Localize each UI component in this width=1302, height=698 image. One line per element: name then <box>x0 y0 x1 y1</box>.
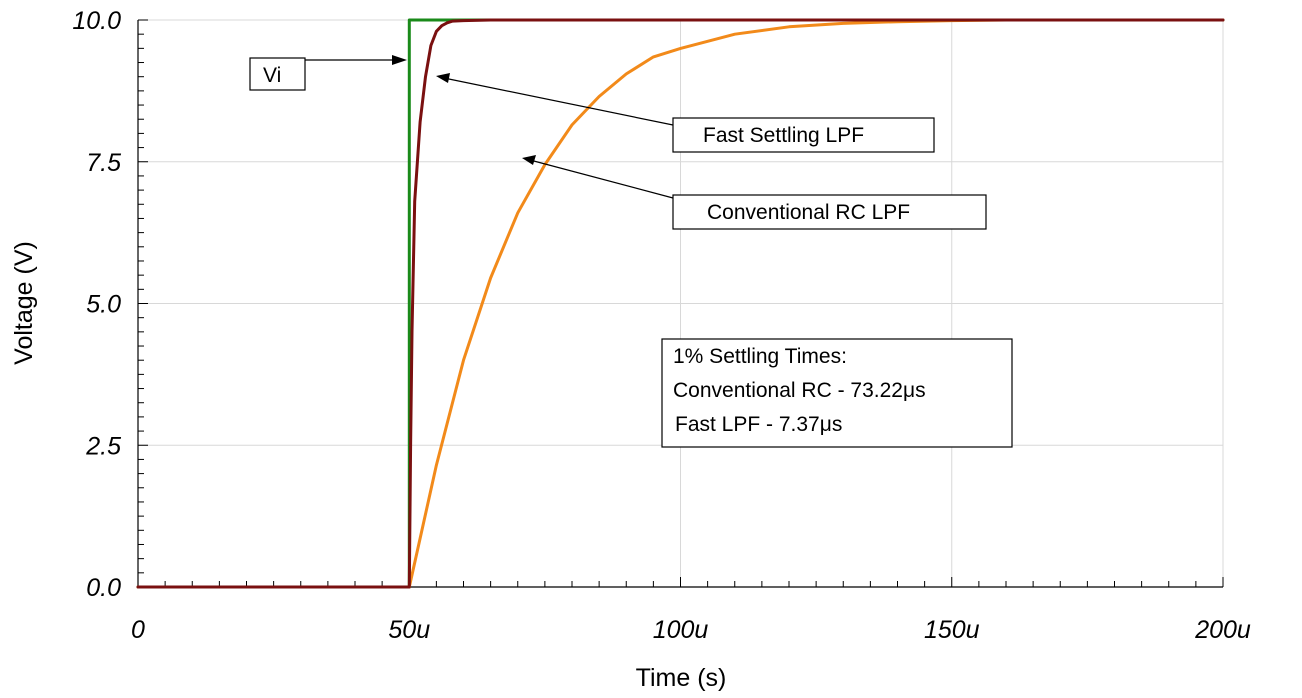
vi-label: Vi <box>263 64 281 87</box>
annotation-arrows <box>305 55 674 199</box>
series <box>136 18 1225 589</box>
y-tick-label: 2.5 <box>85 432 121 460</box>
x-axis-label: Time (s) <box>636 664 727 692</box>
x-tick-label: 50u <box>388 616 430 644</box>
y-axis-label: Voltage (V) <box>10 241 38 365</box>
conventional-label-box: Conventional RC LPF <box>672 194 987 230</box>
x-tick-label: 150u <box>924 616 980 644</box>
conventional-label: Conventional RC LPF <box>707 201 910 224</box>
x-tick-label: 100u <box>653 616 709 644</box>
conventional-arrow <box>529 159 674 199</box>
x-tick-label: 200u <box>1194 616 1251 644</box>
y-tick-label: 10.0 <box>72 7 121 35</box>
ticks: 0 50u 100u 150u 200u 0.0 2.5 5.0 7.5 10.0 <box>72 7 1251 644</box>
fast-arrow <box>443 77 674 126</box>
y-tick-label: 0.0 <box>86 574 121 602</box>
vi-label-box: Vi <box>249 57 306 91</box>
settling-conventional: Conventional RC - 73.22μs <box>673 379 926 402</box>
settling-times-box: 1% Settling Times: Conventional RC - 73.… <box>661 338 1013 448</box>
y-tick-label: 5.0 <box>86 291 121 319</box>
fast-arrowhead <box>436 73 450 83</box>
settling-fast: Fast LPF - 7.37μs <box>675 413 842 436</box>
x-tick-label: 0 <box>131 616 145 644</box>
fast-label-box: Fast Settling LPF <box>672 117 935 153</box>
grid <box>138 19 1224 587</box>
series-line-fast-settling-lpf <box>136 18 1225 589</box>
fast-label: Fast Settling LPF <box>703 124 864 147</box>
settling-title: 1% Settling Times: <box>673 345 847 368</box>
vi-arrowhead <box>392 55 407 65</box>
y-tick-label: 7.5 <box>86 149 121 177</box>
conventional-arrowhead <box>522 155 536 165</box>
